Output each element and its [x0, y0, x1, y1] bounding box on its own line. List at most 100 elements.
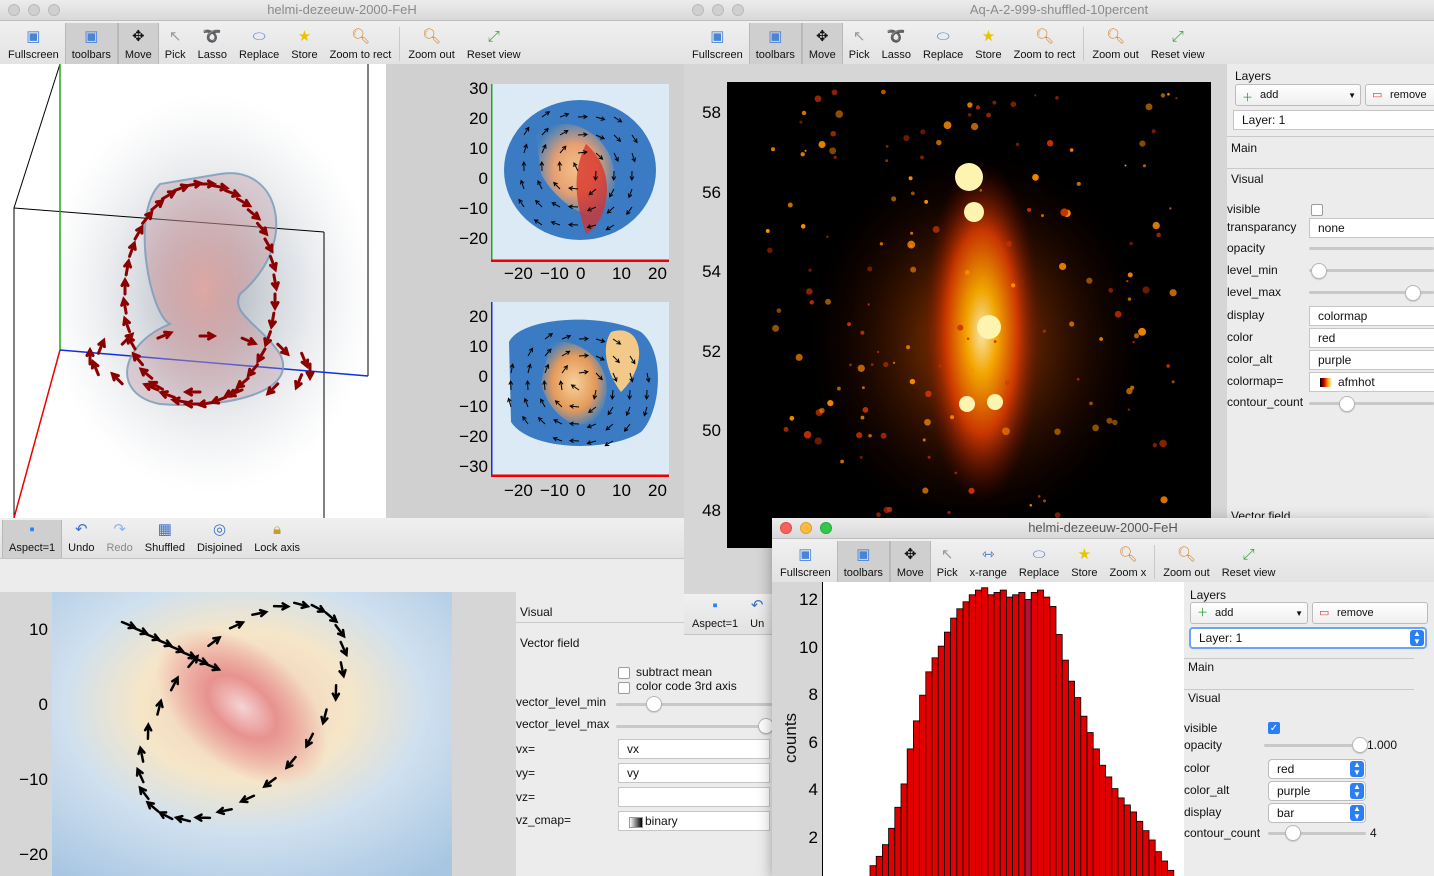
zoom-button[interactable]: [732, 4, 744, 16]
visible-checkbox[interactable]: [1311, 204, 1323, 216]
color-code-checkbox[interactable]: [618, 682, 630, 694]
reset-view-button[interactable]: ⤢ Reset view: [1150, 28, 1205, 61]
main-section[interactable]: Main: [1188, 660, 1215, 674]
subhalo-dot: [1129, 241, 1133, 246]
fullscreen-button[interactable]: ▣ Fullscreen: [692, 28, 743, 61]
opacity-slider[interactable]: [1264, 744, 1362, 747]
minimize-button[interactable]: [712, 4, 724, 16]
close-button[interactable]: [780, 522, 792, 534]
reset-view-button[interactable]: ⤢ Reset view: [466, 28, 521, 61]
move-button[interactable]: ✥ Move: [801, 23, 843, 65]
title-bar[interactable]: Aq-A-2-999-shuffled-10percent: [684, 0, 1434, 21]
undo-button[interactable]: ↶ Undo: [68, 521, 95, 554]
vz-cmap-select[interactable]: binary: [618, 811, 770, 831]
vector-plot[interactable]: 10 0 −10 −20: [0, 592, 516, 876]
vector-level-max-slider[interactable]: [616, 725, 772, 728]
title-bar[interactable]: helmi-dezeeuw-2000-FeH: [0, 0, 684, 21]
display-select[interactable]: colormap: [1309, 306, 1434, 326]
close-button[interactable]: [692, 4, 704, 16]
slider-knob[interactable]: [1285, 825, 1301, 841]
zoom-out-button[interactable]: 🔍︎ Zoom out: [1163, 546, 1210, 579]
lasso-button[interactable]: ➰ Lasso: [881, 28, 911, 61]
fullscreen-button[interactable]: ▣ Fullscreen: [780, 546, 831, 579]
color-select[interactable]: red: [1309, 328, 1434, 348]
vector-field-section[interactable]: Vector field: [520, 636, 580, 650]
histogram-plot[interactable]: 12 10 8 6 4 2 counts: [772, 582, 1184, 876]
x-range-button[interactable]: ⇿ x-range: [969, 546, 1007, 579]
vx-field[interactable]: vx: [618, 739, 770, 759]
zoom-button[interactable]: [820, 522, 832, 534]
move-button[interactable]: ✥ Move: [117, 23, 159, 65]
store-button[interactable]: ★ Store: [975, 28, 1002, 61]
subtract-mean-checkbox[interactable]: [618, 667, 630, 679]
vy-field[interactable]: vy: [618, 763, 770, 783]
zoom-out-button[interactable]: 🔍︎ Zoom out: [1092, 28, 1139, 61]
add-layer-button[interactable]: ＋ add ▼: [1190, 602, 1308, 624]
pick-button[interactable]: ↖ Pick: [164, 28, 186, 61]
opacity-slider[interactable]: [1309, 247, 1434, 250]
zoom-rect-button[interactable]: 🔍︎ Zoom to rect: [329, 28, 392, 61]
slider-knob[interactable]: [1339, 396, 1355, 412]
add-layer-button[interactable]: ＋ add ▼: [1235, 84, 1361, 106]
zoom-rect-button[interactable]: 🔍︎ Zoom to rect: [1013, 28, 1076, 61]
visual-section[interactable]: Visual: [520, 605, 553, 619]
toolbars-button[interactable]: ▣ toolbars: [64, 23, 118, 65]
redo-button[interactable]: ↷ Redo: [106, 521, 133, 554]
zoom-out-button[interactable]: 🔍︎ Zoom out: [408, 28, 455, 61]
pick-button[interactable]: ↖ Pick: [848, 28, 870, 61]
slider-knob[interactable]: [646, 696, 662, 712]
vz-field[interactable]: [618, 787, 770, 807]
undo-button[interactable]: ↶ Un: [750, 597, 765, 630]
pick-button[interactable]: ↖ Pick: [936, 546, 958, 579]
main-section[interactable]: Main: [1231, 141, 1258, 155]
density-plot[interactable]: 58 56 54 52 50 48: [684, 64, 1227, 594]
transparancy-select[interactable]: none: [1309, 218, 1434, 238]
slider-knob[interactable]: [1405, 285, 1421, 301]
display-select[interactable]: bar ▲ ▼: [1268, 803, 1366, 823]
toolbars-button[interactable]: ▣ toolbars: [748, 23, 802, 65]
level-min-slider[interactable]: [1309, 269, 1434, 272]
contour-count-slider[interactable]: [1309, 402, 1434, 405]
zoom-x-button[interactable]: 🔍︎ Zoom x: [1109, 546, 1147, 579]
slider-knob[interactable]: [1352, 737, 1368, 753]
reset-view-button[interactable]: ⤢ Reset view: [1221, 546, 1276, 579]
minimize-button[interactable]: [28, 4, 40, 16]
replace-button[interactable]: ⬭ Replace: [1018, 546, 1060, 579]
remove-layer-button[interactable]: ▭ remove: [1365, 84, 1434, 106]
aspect-button[interactable]: ▪ Aspect=1: [2, 520, 63, 558]
xy-plot-top[interactable]: 30 20 10 0 −10 −20 −20 −10 0 10 20 20 10 0 −10 −20 −30…: [386, 64, 684, 518]
slider-knob[interactable]: [1311, 263, 1327, 279]
lasso-button[interactable]: ➰ Lasso: [197, 28, 227, 61]
visible-checkbox[interactable]: ✓: [1268, 722, 1280, 734]
visual-section[interactable]: Visual: [1231, 172, 1264, 186]
toolbars-button[interactable]: ▣ toolbars: [836, 541, 890, 583]
store-button[interactable]: ★ Store: [291, 28, 318, 61]
zoom-button[interactable]: [48, 4, 60, 16]
lock-axis-button[interactable]: 🔒︎ Lock axis: [254, 521, 301, 554]
aspect-button[interactable]: ▪ Aspect=1: [692, 597, 739, 630]
colormap-select[interactable]: afmhot: [1309, 372, 1434, 392]
volume-render-plot[interactable]: [0, 63, 386, 519]
minimize-button[interactable]: [800, 522, 812, 534]
shuffled-button[interactable]: ▦ Shuffled: [144, 521, 185, 554]
level-max-slider[interactable]: [1309, 291, 1434, 294]
color-select[interactable]: red ▲ ▼: [1268, 759, 1366, 779]
layer-select[interactable]: Layer: 1: [1233, 110, 1434, 130]
replace-button[interactable]: ⬭ Replace: [922, 28, 964, 61]
store-button[interactable]: ★ Store: [1071, 546, 1098, 579]
subhalo-dot: [1126, 387, 1133, 395]
remove-layer-button[interactable]: ▭ remove: [1312, 602, 1428, 624]
fullscreen-button[interactable]: ▣ Fullscreen: [8, 28, 59, 61]
move-button[interactable]: ✥ Move: [889, 541, 931, 583]
vector-level-min-slider[interactable]: [616, 703, 772, 706]
contour-count-slider[interactable]: [1268, 832, 1366, 835]
replace-button[interactable]: ⬭ Replace: [238, 28, 280, 61]
layer-select[interactable]: Layer: 1 ▲ ▼: [1189, 627, 1427, 649]
disjoined-button[interactable]: ◎ Disjoined: [196, 521, 243, 554]
close-button[interactable]: [8, 4, 20, 16]
title-bar[interactable]: helmi-dezeeuw-2000-FeH: [772, 518, 1434, 539]
visual-section[interactable]: Visual: [1188, 691, 1221, 705]
color-alt-select[interactable]: purple: [1309, 350, 1434, 370]
vector-arrow: [207, 635, 222, 648]
color-alt-select[interactable]: purple ▲ ▼: [1268, 781, 1366, 801]
